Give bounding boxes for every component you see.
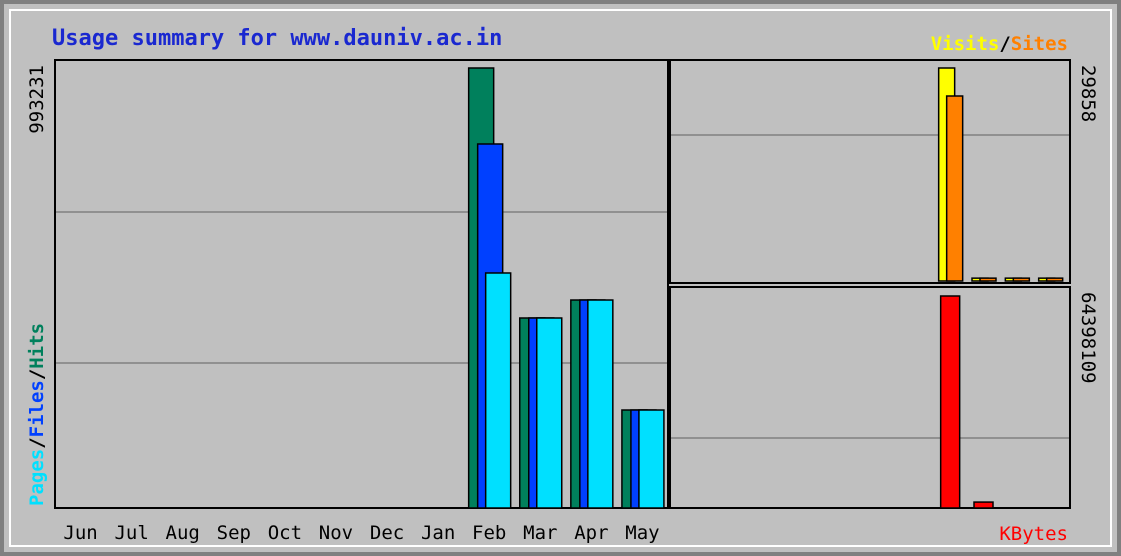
legend-separator: / xyxy=(999,33,1010,55)
frame-inner xyxy=(9,9,1112,547)
x-tick-label: Nov xyxy=(319,522,353,544)
y-tick-label: 993231 xyxy=(26,65,48,134)
bar xyxy=(536,317,563,509)
bar xyxy=(979,277,997,282)
x-tick-label: Jan xyxy=(421,522,455,544)
bar xyxy=(1012,277,1031,282)
legend-entry: KBytes xyxy=(999,523,1068,545)
legend-entry: Hits xyxy=(26,323,48,369)
legend-entry: Sites xyxy=(1011,33,1068,55)
chart-title: Usage summary for www.dauniv.ac.in xyxy=(52,26,502,51)
x-tick-label: Jul xyxy=(114,522,148,544)
plot-area xyxy=(669,59,1071,284)
x-tick-label: Oct xyxy=(268,522,302,544)
legend: Pages/Files/Hits xyxy=(26,323,48,506)
x-tick-label: Mar xyxy=(523,522,557,544)
bar xyxy=(587,299,614,509)
y-tick-label: 29858 xyxy=(1077,65,1099,122)
x-tick-label: Jun xyxy=(63,522,97,544)
legend-separator: / xyxy=(26,369,48,380)
bar xyxy=(638,409,665,509)
x-tick-label: Sep xyxy=(217,522,251,544)
x-tick-label: Aug xyxy=(166,522,200,544)
legend-entry: Pages xyxy=(26,449,48,506)
legend-separator: / xyxy=(26,437,48,448)
x-tick-label: May xyxy=(625,522,659,544)
legend-entry: Files xyxy=(26,380,48,437)
x-tick-label: Apr xyxy=(574,522,608,544)
y-tick-label: 64398109 xyxy=(1077,292,1099,384)
legend: Visits/Sites xyxy=(931,33,1068,55)
bar xyxy=(945,95,964,282)
bar xyxy=(973,501,994,509)
plot-area xyxy=(669,286,1071,509)
x-tick-label: Feb xyxy=(472,522,506,544)
legend-entry: Visits xyxy=(931,33,1000,55)
bar xyxy=(939,295,961,509)
x-tick-label: Dec xyxy=(370,522,404,544)
legend: KBytes xyxy=(999,523,1068,545)
bar xyxy=(1045,277,1064,282)
bar xyxy=(484,272,512,509)
plot-area xyxy=(54,59,669,509)
